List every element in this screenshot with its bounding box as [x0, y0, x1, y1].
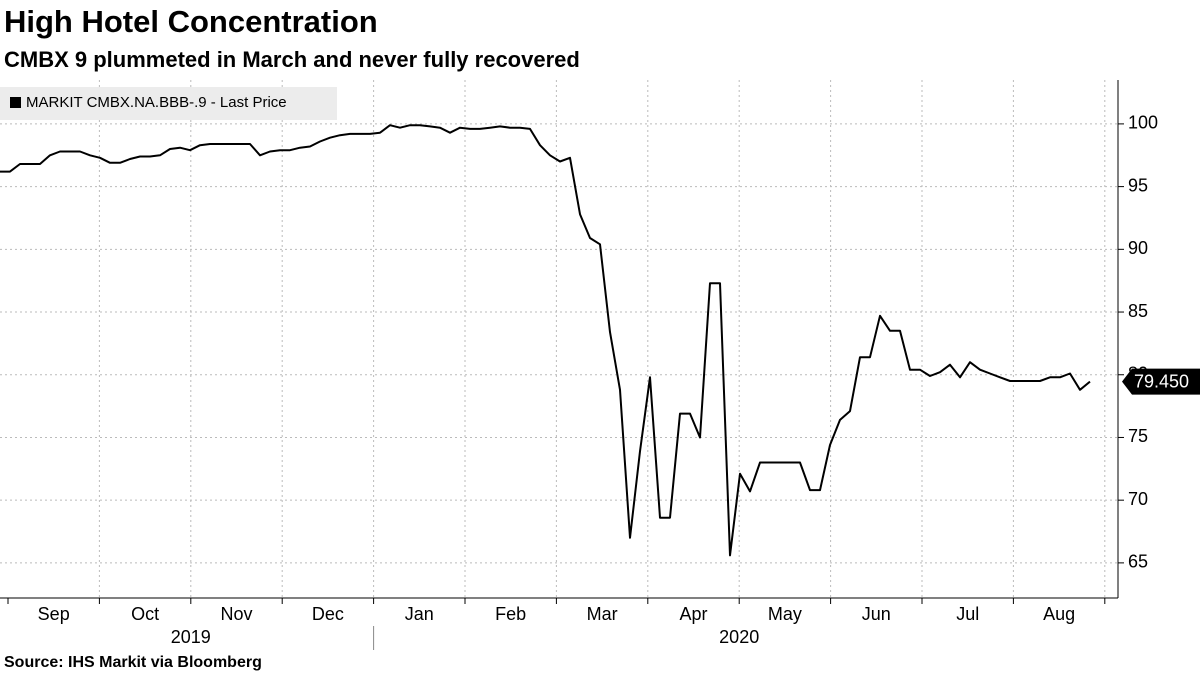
x-group-label: 2019: [171, 627, 211, 647]
y-tick-label: 90: [1128, 238, 1148, 258]
y-tick-label: 85: [1128, 301, 1148, 321]
source: Source: IHS Markit via Bloomberg: [4, 654, 262, 671]
y-tick-label: 95: [1128, 175, 1148, 195]
x-tick-label: Jun: [862, 604, 891, 624]
legend: MARKIT CMBX.NA.BBB-.9 - Last Price: [0, 87, 337, 120]
x-group-label: 2020: [719, 627, 759, 647]
x-tick-label: Feb: [495, 604, 526, 624]
chart-subtitle: CMBX 9 plummeted in March and never full…: [4, 47, 580, 72]
x-tick-label: Jul: [956, 604, 979, 624]
legend-box: [0, 87, 337, 120]
last-price-marker: [1122, 368, 1200, 395]
x-tick-label: Mar: [587, 604, 618, 624]
last-price-tag: 79.450: [1122, 368, 1200, 395]
chart-title: High Hotel Concentration: [4, 4, 378, 39]
y-tick-label: 100: [1128, 113, 1158, 133]
x-tick-label: Nov: [220, 604, 252, 624]
line: [0, 124, 1091, 557]
x-tick-label: May: [768, 604, 802, 624]
legend-label: MARKIT CMBX.NA.BBB-.9 - Last Price: [26, 94, 287, 111]
x-tick-label: Aug: [1043, 604, 1075, 624]
x-tick-label: Apr: [679, 604, 707, 624]
x-tick-label: Oct: [131, 604, 159, 624]
y-tick-label: 75: [1128, 426, 1148, 446]
y-tick-label: 70: [1128, 489, 1148, 509]
legend-swatch: [10, 97, 21, 108]
y-tick-label: 65: [1128, 552, 1148, 572]
x-tick-label: Sep: [38, 604, 70, 624]
x-tick-label: Dec: [312, 604, 344, 624]
data-label: 79.450: [1134, 371, 1189, 391]
x-tick-label: Jan: [405, 604, 434, 624]
